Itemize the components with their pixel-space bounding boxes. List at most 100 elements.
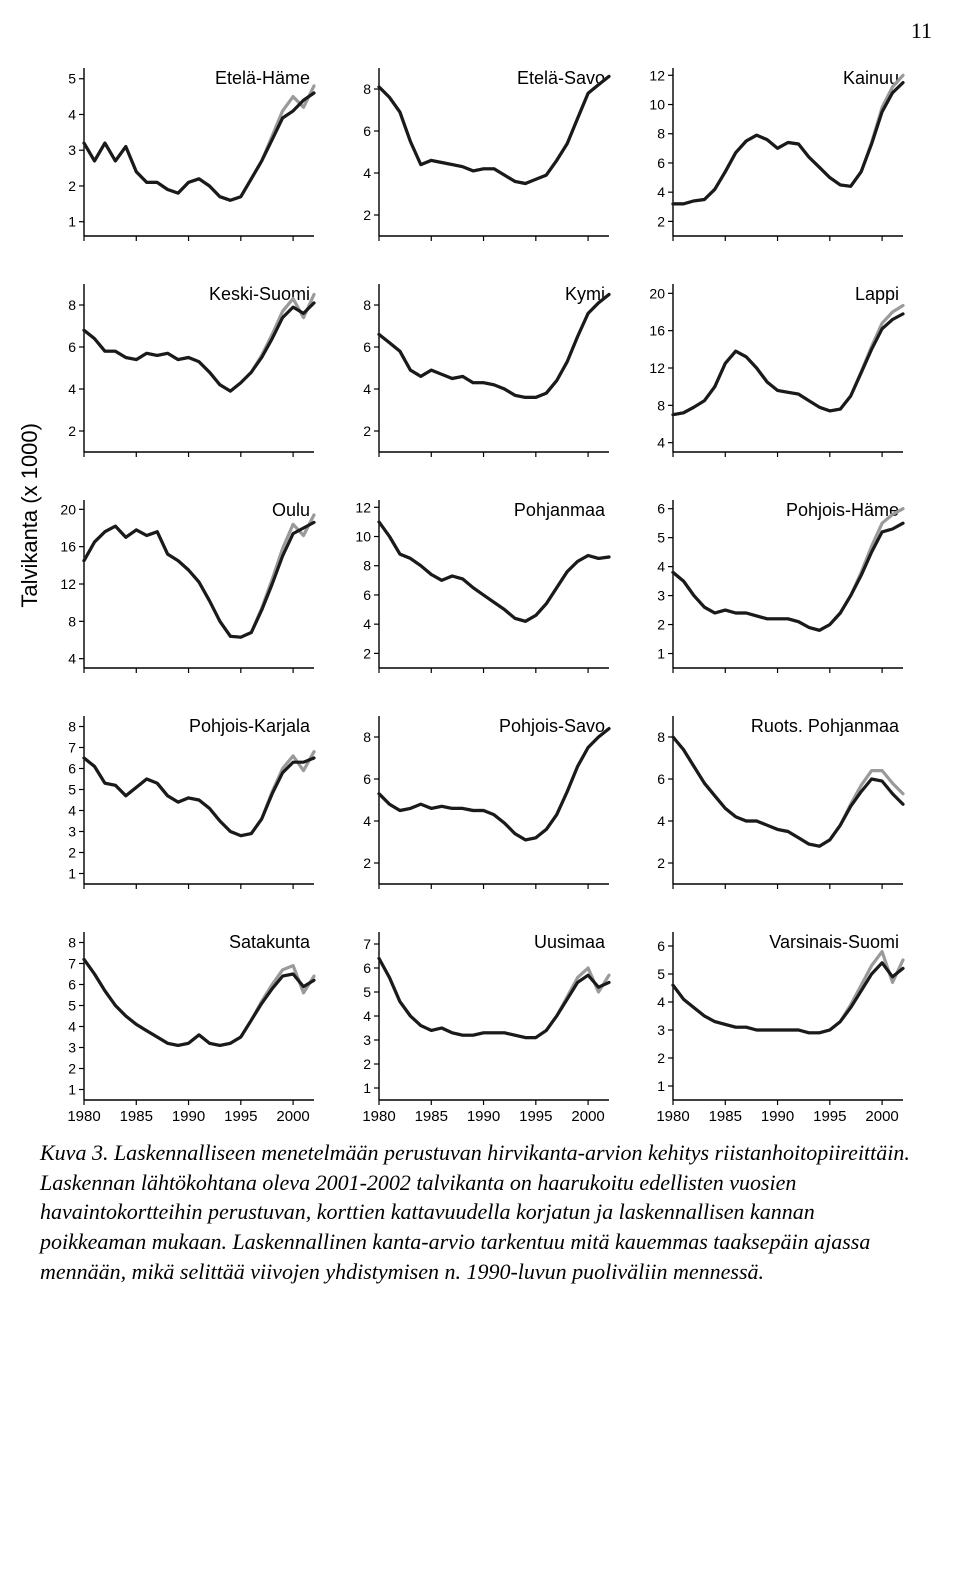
svg-text:8: 8	[363, 81, 371, 97]
svg-text:4: 4	[658, 184, 666, 200]
svg-text:1980: 1980	[657, 1108, 690, 1125]
svg-text:2: 2	[363, 423, 371, 439]
svg-text:4: 4	[68, 1019, 76, 1035]
svg-text:4: 4	[363, 616, 371, 632]
svg-text:8: 8	[68, 613, 76, 629]
svg-text:6: 6	[363, 960, 371, 976]
svg-text:4: 4	[658, 813, 666, 829]
svg-text:1: 1	[68, 1082, 76, 1098]
svg-text:1990: 1990	[172, 1108, 205, 1125]
svg-text:2: 2	[68, 845, 76, 861]
chart-panel: 123456Pohjois-Häme	[629, 490, 920, 700]
svg-text:Satakunta: Satakunta	[229, 932, 311, 952]
figure-caption: Kuva 3. Laskennalliseen menetelmään peru…	[0, 1132, 960, 1306]
svg-text:1: 1	[658, 1078, 666, 1094]
svg-text:4: 4	[363, 165, 371, 181]
svg-text:8: 8	[363, 297, 371, 313]
svg-text:4: 4	[68, 381, 76, 397]
svg-text:4: 4	[68, 106, 76, 122]
chart-panel: 2468Etelä-Savo	[335, 58, 626, 268]
chart-panel: 24681012Kainuu	[629, 58, 920, 268]
svg-text:8: 8	[658, 397, 666, 413]
svg-text:1990: 1990	[467, 1108, 500, 1125]
svg-text:1: 1	[68, 214, 76, 230]
svg-text:1980: 1980	[362, 1108, 395, 1125]
svg-text:Pohjois-Häme: Pohjois-Häme	[786, 500, 899, 520]
chart-panel: 123456719801985199019952000Uusimaa	[335, 922, 626, 1132]
svg-text:3: 3	[363, 1032, 371, 1048]
svg-text:1: 1	[68, 866, 76, 882]
svg-text:2: 2	[363, 1056, 371, 1072]
svg-text:Kainuu: Kainuu	[843, 68, 899, 88]
svg-text:4: 4	[363, 381, 371, 397]
svg-text:Pohjois-Savo: Pohjois-Savo	[499, 716, 605, 736]
svg-text:10: 10	[355, 529, 371, 545]
svg-text:6: 6	[68, 977, 76, 993]
svg-text:20: 20	[650, 285, 666, 301]
svg-text:1995: 1995	[224, 1108, 257, 1125]
svg-text:20: 20	[60, 501, 76, 517]
chart-panel: 24681012Pohjanmaa	[335, 490, 626, 700]
svg-text:Lappi: Lappi	[855, 284, 899, 304]
svg-text:5: 5	[363, 984, 371, 1000]
svg-text:4: 4	[68, 651, 76, 667]
svg-text:5: 5	[68, 998, 76, 1014]
svg-text:1: 1	[658, 646, 666, 662]
svg-text:2: 2	[658, 855, 666, 871]
svg-text:4: 4	[363, 1008, 371, 1024]
svg-text:2: 2	[363, 645, 371, 661]
svg-text:8: 8	[363, 729, 371, 745]
svg-text:7: 7	[363, 936, 371, 952]
svg-text:1985: 1985	[709, 1108, 742, 1125]
svg-text:16: 16	[650, 323, 666, 339]
svg-text:6: 6	[363, 123, 371, 139]
svg-text:3: 3	[68, 824, 76, 840]
svg-text:3: 3	[658, 588, 666, 604]
chart-panel: 12345678Pohjois-Karjala	[40, 706, 331, 916]
svg-text:8: 8	[658, 126, 666, 142]
svg-text:12: 12	[650, 67, 666, 83]
chart-panel: 12345619801985199019952000Varsinais-Suom…	[629, 922, 920, 1132]
svg-text:1995: 1995	[813, 1108, 846, 1125]
chart-grid: 12345Etelä-Häme2468Etelä-Savo24681012Kai…	[0, 44, 960, 1132]
svg-text:4: 4	[363, 813, 371, 829]
svg-text:2: 2	[68, 1061, 76, 1077]
svg-text:1990: 1990	[761, 1108, 794, 1125]
chart-panel: 1 2 3 4 5 Etelä-Häme	[40, 58, 331, 268]
svg-text:2: 2	[68, 423, 76, 439]
svg-text:2000: 2000	[866, 1108, 899, 1125]
svg-text:4: 4	[658, 559, 666, 575]
svg-text:8: 8	[68, 935, 76, 951]
svg-text:10: 10	[650, 97, 666, 113]
svg-text:Oulu: Oulu	[272, 500, 310, 520]
svg-text:12: 12	[355, 499, 371, 515]
svg-text:6: 6	[68, 339, 76, 355]
chart-panel: 2468Kymi	[335, 274, 626, 484]
svg-text:6: 6	[658, 155, 666, 171]
svg-text:2: 2	[68, 178, 76, 194]
svg-text:2000: 2000	[276, 1108, 309, 1125]
svg-text:16: 16	[60, 539, 76, 555]
svg-text:3: 3	[68, 142, 76, 158]
svg-text:Etelä-Häme: Etelä-Häme	[215, 68, 310, 88]
svg-text:5: 5	[68, 71, 76, 87]
chart-panel: Talvikanta (x 1000)48121620Oulu	[40, 490, 331, 700]
svg-text:6: 6	[363, 771, 371, 787]
svg-text:8: 8	[68, 719, 76, 735]
svg-text:8: 8	[658, 729, 666, 745]
svg-text:7: 7	[68, 956, 76, 972]
svg-text:3: 3	[658, 1022, 666, 1038]
svg-text:Ruots. Pohjanmaa: Ruots. Pohjanmaa	[751, 716, 900, 736]
svg-text:8: 8	[68, 297, 76, 313]
svg-text:6: 6	[658, 938, 666, 954]
svg-text:Etelä-Savo: Etelä-Savo	[517, 68, 605, 88]
svg-text:1980: 1980	[67, 1108, 100, 1125]
svg-text:8: 8	[363, 558, 371, 574]
svg-text:2: 2	[658, 617, 666, 633]
svg-text:4: 4	[658, 435, 666, 451]
svg-text:1: 1	[363, 1080, 371, 1096]
page-number: 11	[0, 0, 960, 44]
svg-text:Pohjois-Karjala: Pohjois-Karjala	[189, 716, 311, 736]
svg-text:Varsinais-Suomi: Varsinais-Suomi	[770, 932, 900, 952]
svg-text:5: 5	[658, 966, 666, 982]
